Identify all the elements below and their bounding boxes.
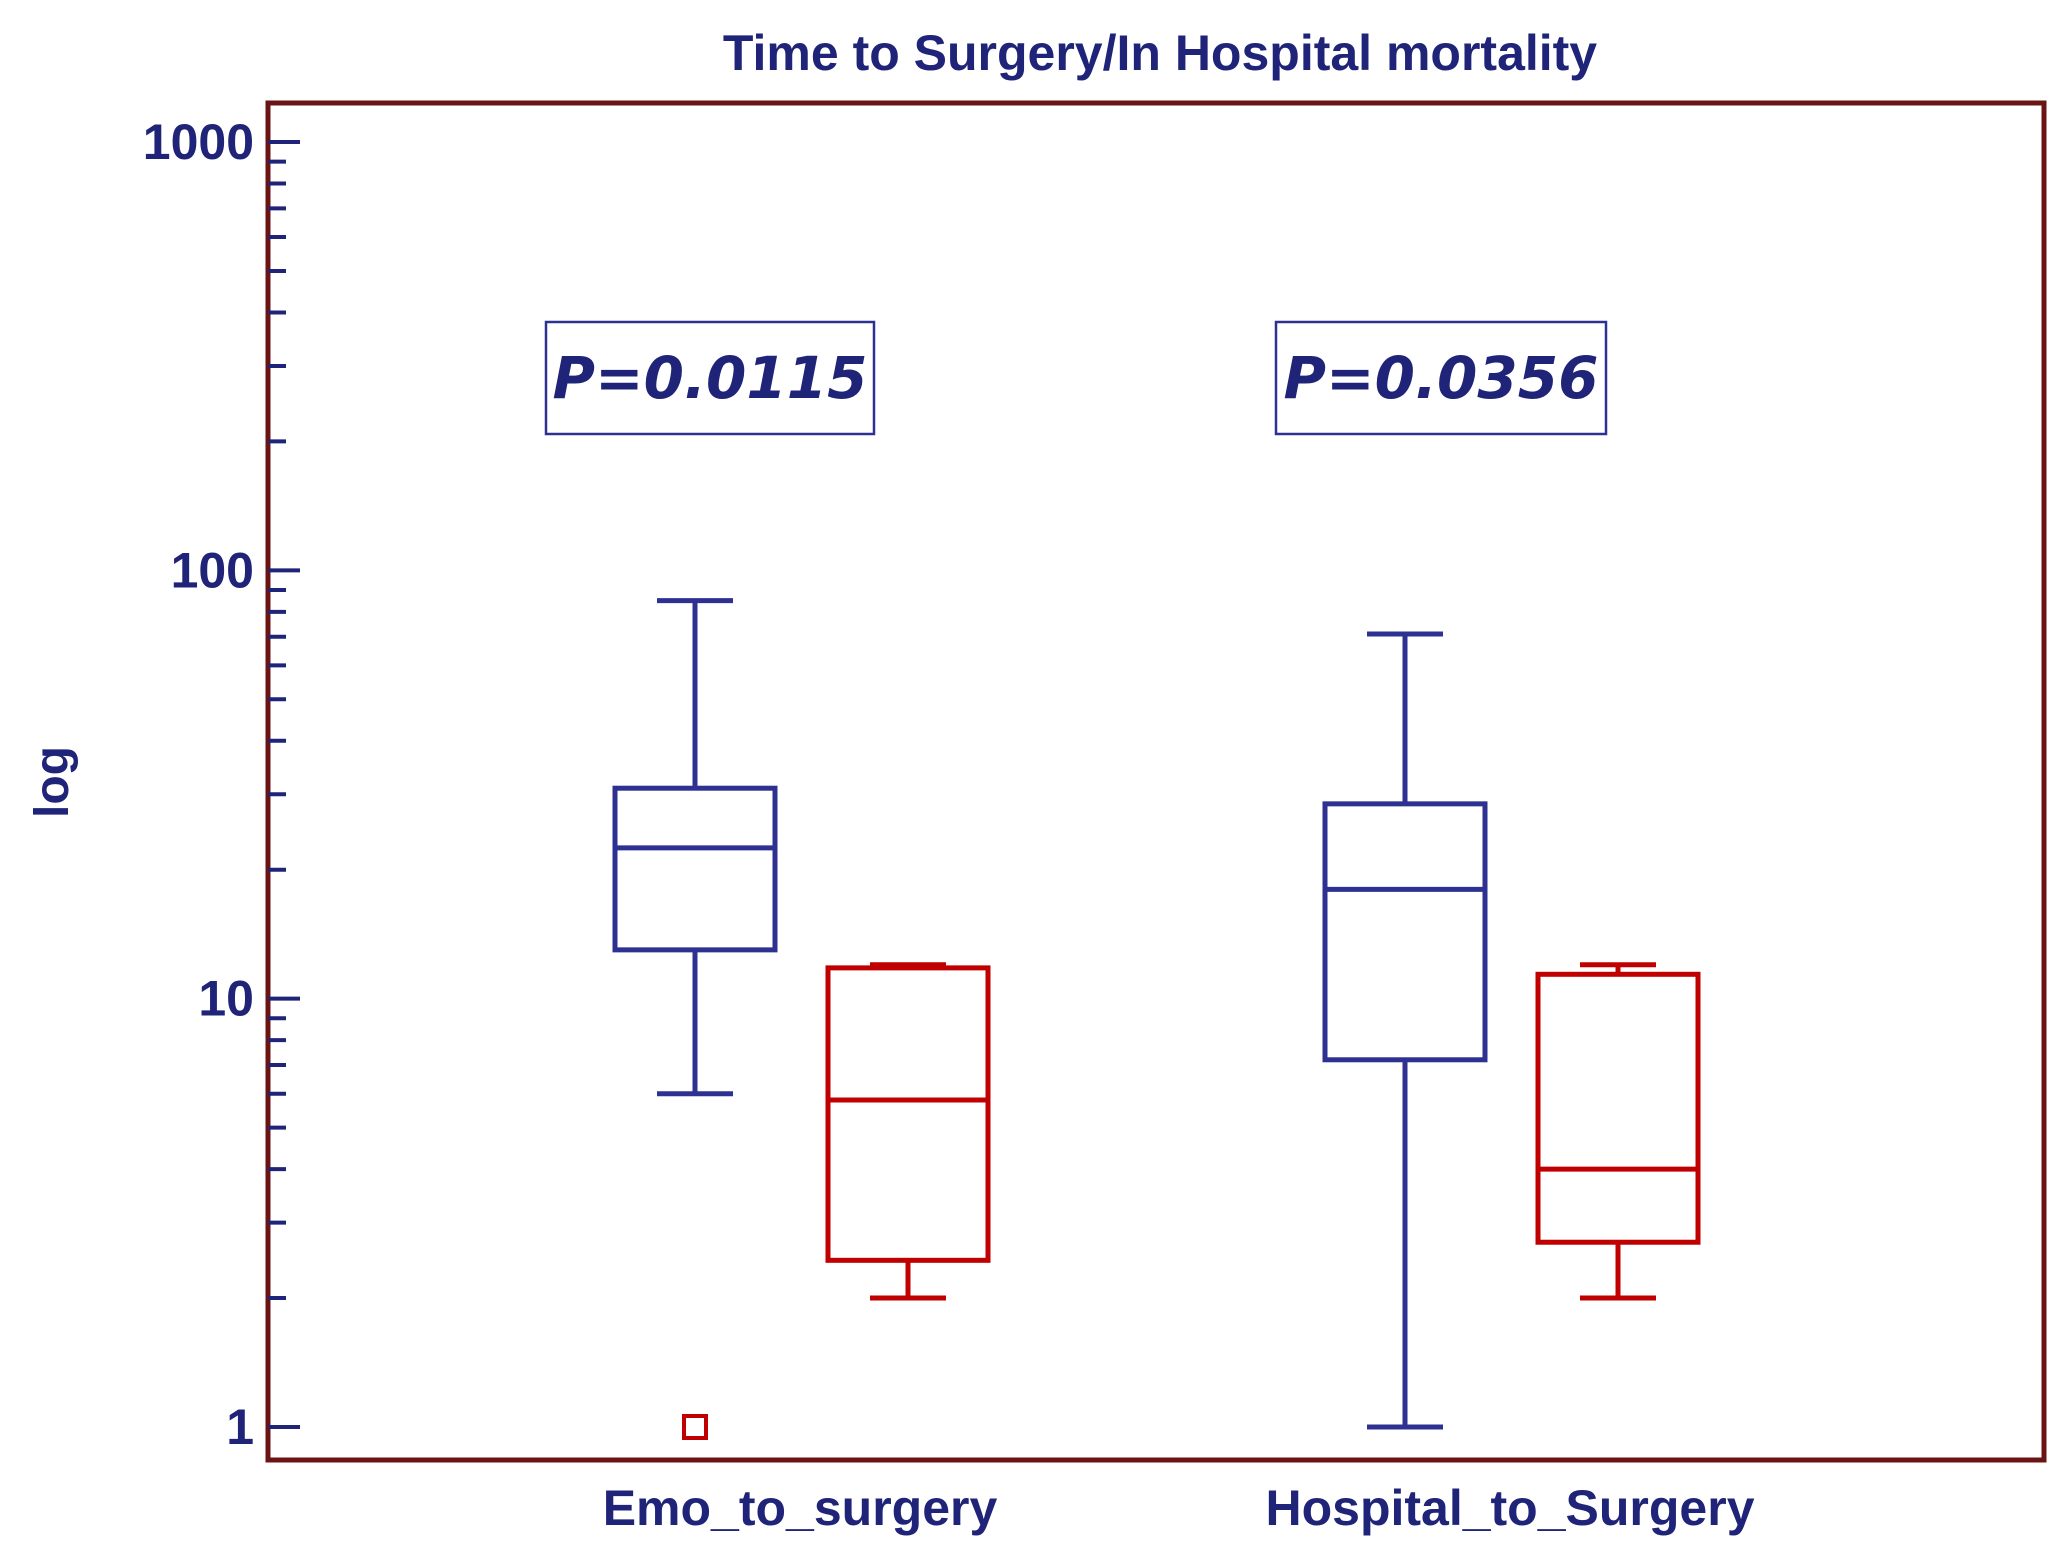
iqr-box [1322, 801, 1488, 1063]
p-value-frame [1274, 320, 1608, 436]
p-value-annotations: P=0.0115 P=0.0356 [544, 320, 1608, 436]
box-2-hospital-to-surgery [1535, 962, 1701, 1301]
category-label-hospital-to-surgery: Hospital_to_Surgery [1265, 1480, 1754, 1536]
y-tick-label: 1 [226, 1399, 254, 1455]
y-axis-label: log [26, 746, 79, 818]
iqr-box [612, 785, 778, 953]
category-label-emo-to-surgery: Emo_to_surgery [603, 1480, 998, 1536]
box-plot-series [612, 598, 1701, 1440]
box-2-emo-to-surgery [682, 962, 991, 1440]
y-tick-label: 100 [171, 542, 254, 598]
box-1-emo-to-surgery [612, 598, 778, 1097]
y-axis-ticks: 1 10 100 1000 [143, 114, 300, 1455]
y-tick-label: 1000 [143, 114, 254, 170]
outlier-point [682, 1414, 708, 1440]
plot-area-frame [265, 100, 2047, 1463]
p-value-frame [544, 320, 876, 436]
chart-title: Time to Surgery/In Hospital mortality [723, 25, 1597, 81]
p-value-box-2: P=0.0356 [1274, 320, 1608, 436]
iqr-box [825, 965, 991, 1263]
p-value-label: P=0.0356 [1284, 344, 1599, 412]
p-value-label: P=0.0115 [553, 344, 868, 412]
y-tick-label: 10 [198, 971, 254, 1027]
box-1-hospital-to-surgery [1322, 631, 1488, 1430]
iqr-box [1535, 971, 1701, 1245]
p-value-box-1: P=0.0115 [544, 320, 876, 436]
